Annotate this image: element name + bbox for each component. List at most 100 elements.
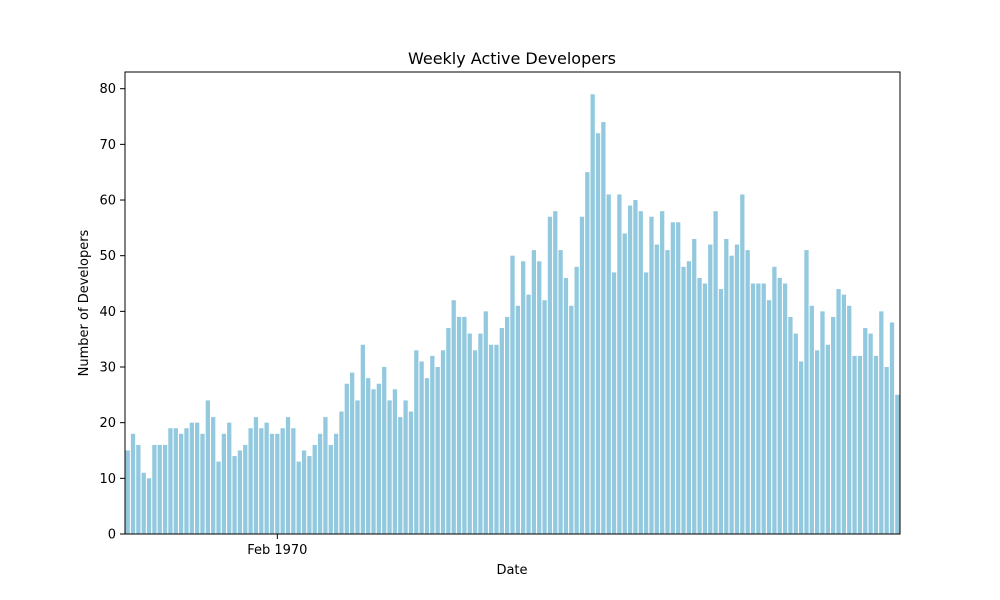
bar [745,250,750,534]
bar [601,122,606,534]
bar [879,311,884,534]
bar [221,433,227,534]
bar [558,250,563,534]
bar [483,311,488,534]
bar [627,205,633,534]
bar [157,444,162,534]
bar [734,244,740,535]
bar [809,305,814,534]
bar [323,417,328,534]
bar [569,305,574,534]
bar [328,444,333,534]
bar [606,194,611,534]
x-axis-label: Date [496,563,527,578]
bar [248,428,253,534]
bar [831,316,836,534]
bar [611,272,617,534]
bar [280,428,285,534]
bar [841,294,847,534]
bar [638,211,643,534]
bar [195,422,200,534]
bar [793,333,798,534]
bar [178,433,184,534]
bar [440,350,446,534]
bar [424,378,430,534]
bar [451,300,456,534]
bar [681,266,686,534]
bar [355,400,360,534]
bar [269,433,275,534]
chart-title: Weekly Active Developers [408,49,616,68]
x-axis: Feb 1970 [247,534,307,558]
bar [852,355,857,534]
bar [467,333,472,534]
bar [521,261,526,534]
bar [873,355,879,534]
bar [660,211,665,534]
bar [382,367,387,534]
bar [472,350,478,534]
bar [184,428,189,534]
bar [777,277,782,534]
bar [590,94,595,535]
bar [227,422,232,534]
bar [531,250,537,534]
bar [836,289,841,534]
bar [435,367,440,534]
bar [889,322,895,534]
bars-group [125,94,900,535]
bar [462,316,467,534]
bar [317,433,323,534]
bar [232,456,237,534]
bar [697,277,702,534]
bar [146,478,152,534]
bar [125,450,130,534]
bar [403,400,408,534]
bar [307,456,312,534]
bar [676,222,681,535]
x-tick-label: Feb 1970 [247,543,307,558]
bar [296,461,301,534]
bar [408,411,414,534]
bar [868,333,873,534]
bar [339,411,344,534]
bar [622,233,627,535]
bar [211,417,216,534]
bar [798,361,804,534]
bar [553,211,558,534]
bar [499,328,504,534]
bar [547,216,553,534]
bar [654,244,659,535]
bar [344,383,349,534]
bar [275,433,280,534]
bar [537,261,542,534]
bar [130,433,136,534]
bar [665,250,670,534]
bar [366,378,371,534]
bar [200,433,205,534]
bar [173,428,178,534]
y-tick-label: 20 [99,416,116,431]
bar [350,372,355,534]
bar [205,400,210,534]
bar [291,428,296,534]
bar [857,355,863,534]
bar [713,211,718,534]
bar [419,361,424,534]
bar [312,444,317,534]
bar [815,350,820,534]
bar [740,194,745,534]
bar [884,367,889,534]
bar [301,450,307,534]
bar [782,283,788,534]
bar [237,450,243,534]
bar [430,355,435,534]
bar [371,389,376,534]
bar [686,261,692,534]
bar [847,305,852,534]
bar [718,289,724,534]
bar [360,344,365,534]
bar [515,305,520,534]
bar [825,344,830,534]
bar [643,272,649,534]
